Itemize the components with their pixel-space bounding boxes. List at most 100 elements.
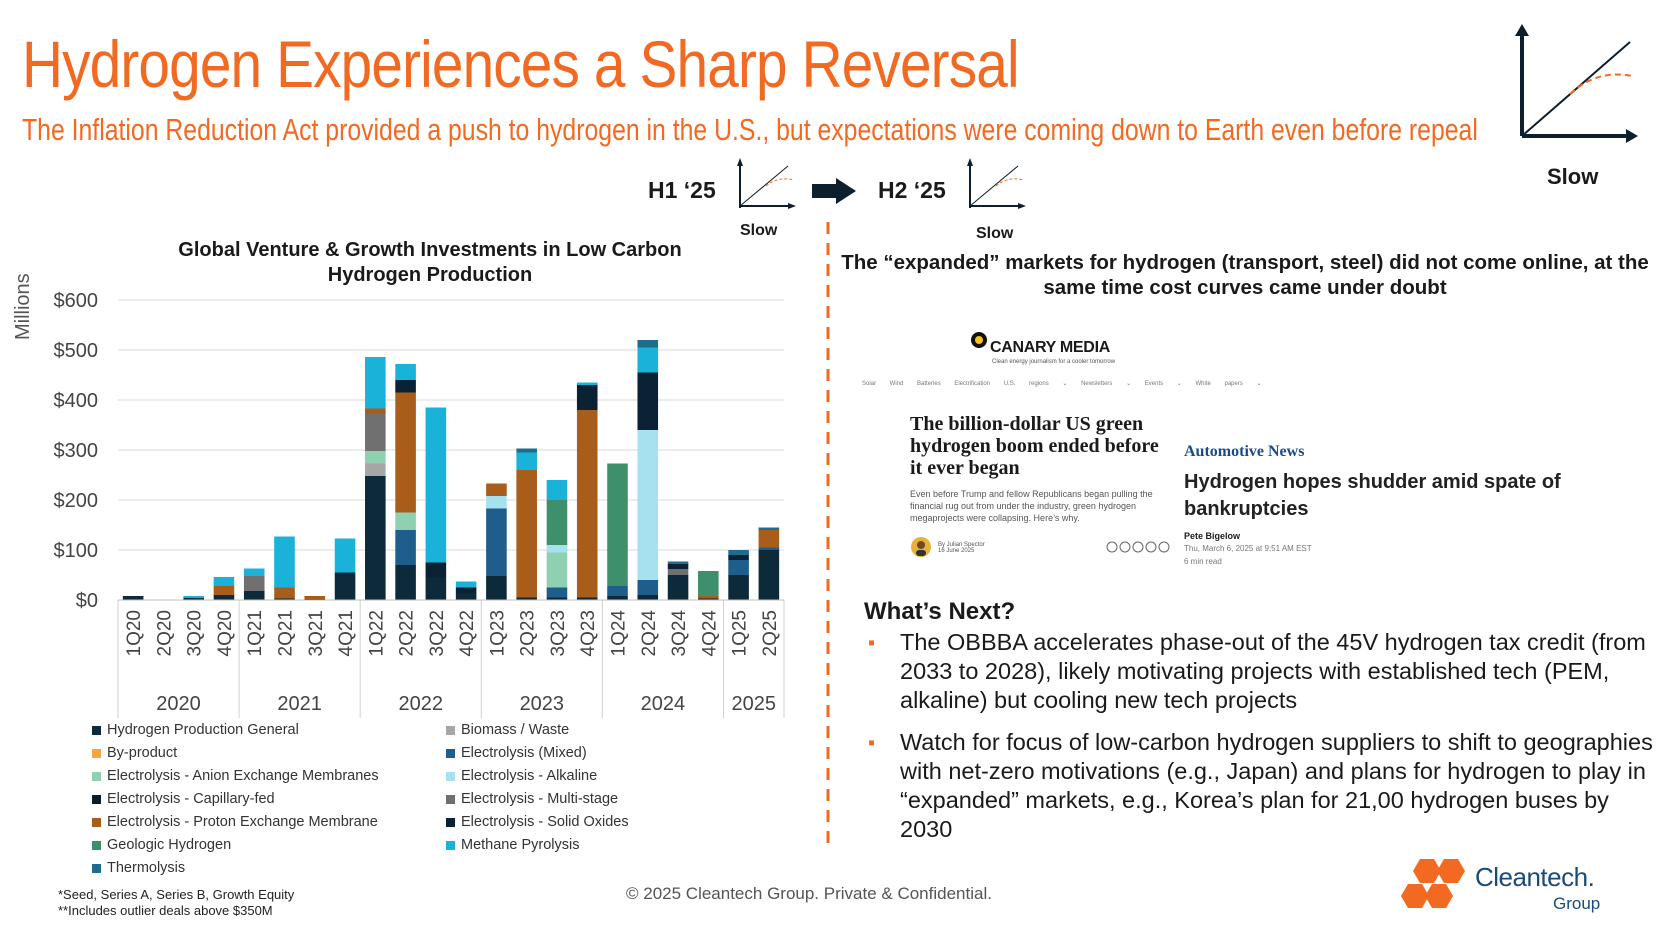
canary-headline[interactable]: The billion-dollar US green hydrogen boo… (910, 413, 1159, 479)
bar-segment (274, 587, 295, 599)
legend-label: Electrolysis (Mixed) (461, 745, 587, 761)
legend-item: By-product (92, 745, 177, 761)
bar-segment (516, 448, 537, 453)
bar-segment (546, 480, 568, 500)
whats-next-bullet-2: Watch for focus of low-carbon hydrogen s… (900, 729, 1653, 842)
legend-swatch (92, 748, 101, 758)
x-tick-label: 1Q22 (366, 610, 387, 656)
bar-segment (395, 512, 416, 530)
bar-segment (334, 572, 356, 600)
canary-logo-icon (971, 332, 987, 348)
y-tick-label: $0 (76, 590, 98, 612)
bar-segment (455, 592, 477, 600)
legend-item: Electrolysis - Multi-stage (446, 791, 618, 807)
legend-item: Thermolysis (92, 860, 185, 876)
canary-byline-name: By Julian Spector (938, 542, 985, 548)
x-tick-label: 3Q23 (548, 610, 569, 656)
automotive-news-brand: Automotive News (1184, 443, 1305, 460)
bar-segment (667, 564, 689, 569)
canary-date: 16 June 2025 (938, 548, 975, 554)
section-divider (826, 222, 830, 852)
legend-label: Electrolysis - Multi-stage (461, 791, 619, 807)
whats-next-heading: What’s Next? (864, 598, 1016, 625)
bar-segment (213, 577, 235, 586)
x-tick-label: 1Q25 (730, 610, 751, 656)
automotive-read-time: 6 min read (1184, 557, 1222, 566)
y-tick-label: $100 (54, 540, 99, 562)
legend-item: Electrolysis - Solid Oxides (446, 814, 629, 830)
x-tick-label: 1Q24 (609, 610, 630, 657)
legend-swatch (92, 794, 101, 804)
x-tick-label: 2Q22 (397, 610, 418, 656)
bar-segment (243, 591, 265, 600)
bar-segment (637, 372, 659, 430)
legend-label: Electrolysis - Capillary-fed (107, 791, 275, 807)
bar-segment (183, 598, 204, 600)
bar-segment (667, 561, 689, 564)
bar-segment (395, 565, 416, 600)
arrow-right-icon (812, 178, 856, 204)
bar-segment (213, 586, 235, 595)
bar-segment (728, 575, 749, 600)
author-avatar (911, 537, 931, 557)
bar-segment (637, 340, 659, 348)
automotive-date: Thu, March 6, 2025 at 9:51 AM EST (1184, 544, 1312, 553)
bar-segment (576, 597, 598, 600)
year-label: 2022 (398, 693, 443, 715)
bar-segment (667, 569, 689, 575)
bar-segment (486, 496, 507, 509)
legend-item: Geologic Hydrogen (92, 837, 231, 853)
h2-trend-icon (967, 158, 1026, 209)
canary-byline: By Julian Spector 16 June 2025 (938, 542, 985, 554)
x-tick-label: 2Q20 (154, 610, 175, 656)
legend-swatch (446, 794, 455, 804)
bar-segment (425, 577, 447, 600)
bar-segment (637, 430, 659, 580)
footnotes: *Seed, Series A, Series B, Growth Equity… (58, 887, 294, 919)
legend-swatch (446, 771, 455, 781)
legend-label: Methane Pyrolysis (461, 837, 580, 853)
share-icons[interactable] (1106, 541, 1170, 553)
legend-swatch (92, 817, 101, 827)
legend-item: Electrolysis - Anion Exchange Membranes (92, 768, 379, 784)
overall-status-label: Slow (1547, 164, 1599, 189)
x-tick-label: 3Q22 (427, 610, 448, 656)
bar-segment (607, 586, 628, 596)
bar-segment (546, 545, 568, 553)
x-tick-label: 4Q20 (215, 610, 236, 656)
legend-swatch (92, 840, 101, 850)
h2-label: H2 ‘25 (878, 177, 946, 203)
h1-label: H1 ‘25 (648, 177, 716, 203)
legend-label: Thermolysis (107, 860, 186, 876)
bar-segment (758, 527, 780, 530)
bar-segment (365, 463, 386, 476)
legend-swatch (446, 748, 455, 758)
year-label: 2023 (520, 693, 565, 715)
legend-label: By-product (107, 745, 178, 761)
bar-segment (546, 597, 568, 600)
legend-item: Biomass / Waste (446, 722, 569, 738)
legend-swatch (92, 771, 101, 781)
year-label: 2025 (731, 693, 776, 715)
bar-segment (546, 587, 568, 598)
bar-segment (637, 580, 659, 595)
x-tick-label: 1Q20 (124, 610, 145, 656)
bar-segment (637, 595, 659, 600)
legend-item: Electrolysis - Capillary-fed (92, 791, 275, 807)
bar-segment (758, 547, 780, 550)
bar-segment (728, 555, 749, 560)
bar-segment (516, 470, 537, 598)
bar-segment (122, 596, 144, 600)
chart-title: Global Venture & Growth Investments in L… (178, 239, 682, 286)
bar-segment (576, 385, 598, 410)
bar-segment (546, 552, 568, 588)
bar-segment (395, 380, 416, 393)
bar-segment (576, 382, 598, 385)
bar-segment (274, 598, 295, 600)
x-tick-label: 3Q21 (306, 610, 327, 656)
year-label: 2021 (277, 693, 322, 715)
x-tick-label: 2Q23 (518, 610, 539, 656)
automotive-headline[interactable]: Hydrogen hopes shudder amid spate of ban… (1184, 471, 1561, 520)
cleantech-logo-sub: Group (1553, 894, 1601, 913)
bar-segment (395, 364, 416, 380)
